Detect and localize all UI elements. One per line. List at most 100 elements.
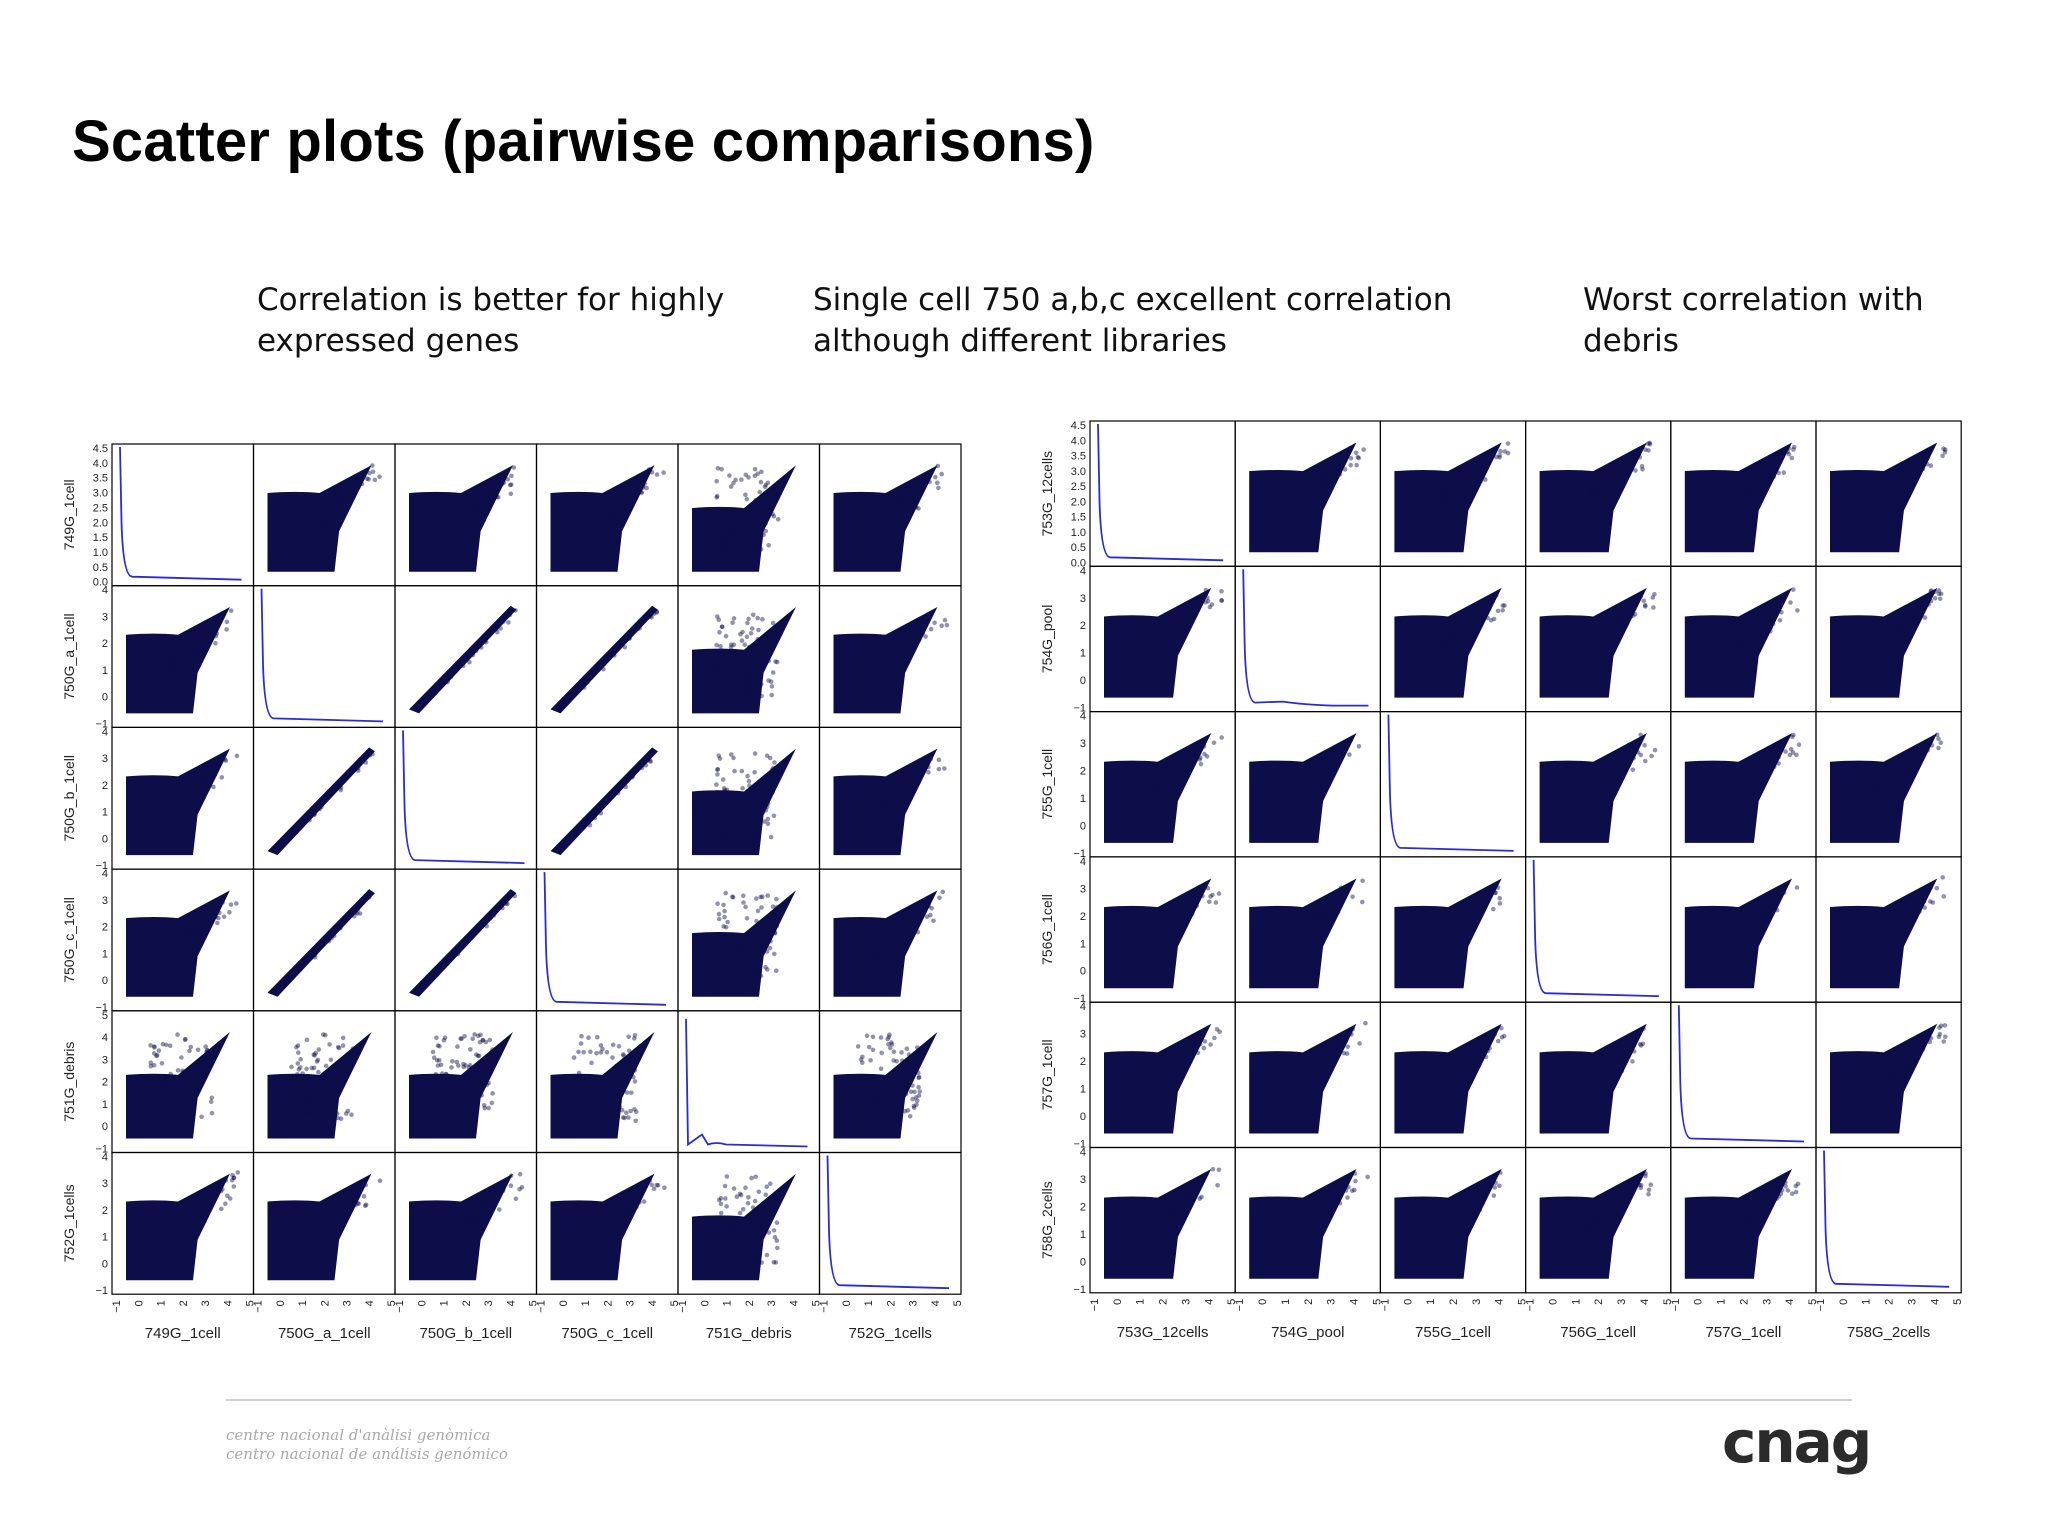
- data-point: [1293, 782, 1298, 788]
- data-point: [1631, 755, 1636, 761]
- x-tick-label: 4: [788, 1300, 800, 1306]
- data-point: [1192, 901, 1197, 907]
- data-point: [335, 1044, 341, 1050]
- data-point: [435, 1091, 440, 1096]
- data-point: [1179, 1054, 1184, 1059]
- data-point: [439, 1099, 444, 1104]
- data-point: [461, 663, 466, 669]
- data-point: [1195, 601, 1200, 606]
- data-point: [328, 1057, 334, 1063]
- data-point: [497, 1207, 502, 1212]
- data-point: [161, 1076, 166, 1082]
- data-point: [484, 1200, 489, 1206]
- data-point: [580, 1109, 585, 1114]
- data-point: [463, 1063, 468, 1068]
- data-point: [184, 1103, 189, 1109]
- data-point: [167, 1043, 173, 1048]
- cell-frame: [394, 726, 538, 870]
- data-point: [764, 753, 770, 759]
- point-cloud-core: [1104, 587, 1212, 698]
- data-point: [1296, 796, 1301, 802]
- data-point: [464, 1080, 469, 1086]
- point-cloud-core: [833, 1032, 938, 1139]
- data-point: [731, 642, 737, 648]
- data-point: [418, 986, 423, 992]
- data-point: [1721, 797, 1726, 803]
- data-point: [1599, 498, 1605, 504]
- data-point: [1586, 794, 1591, 800]
- data-point: [1605, 631, 1611, 637]
- kde-curve: [1097, 423, 1224, 562]
- data-point: [1143, 1228, 1149, 1233]
- data-point: [1903, 1070, 1909, 1076]
- data-point: [517, 1171, 523, 1177]
- data-point: [739, 477, 744, 482]
- data-point: [722, 1183, 728, 1189]
- data-point: [575, 688, 581, 693]
- data-point: [1150, 785, 1156, 791]
- data-point: [466, 1217, 472, 1222]
- data-point: [1491, 616, 1497, 622]
- data-point: [1888, 789, 1894, 794]
- data-point: [916, 506, 921, 511]
- data-point: [1151, 785, 1157, 791]
- data-point: [874, 1095, 880, 1101]
- data-point: [1768, 747, 1773, 752]
- data-point: [500, 481, 505, 487]
- data-point: [193, 1077, 199, 1082]
- x-tick-label: 3: [1326, 1299, 1338, 1305]
- matrix-cell: [252, 868, 396, 1012]
- data-point: [1457, 1071, 1463, 1076]
- y-tick-label: 2: [102, 1205, 108, 1217]
- data-point: [1793, 1189, 1799, 1195]
- y-tick-label: 3: [102, 753, 108, 765]
- data-point: [768, 679, 774, 684]
- data-point: [1161, 1081, 1167, 1086]
- point-cloud-core: [267, 747, 375, 856]
- kde-curve: [119, 446, 242, 581]
- data-point: [1452, 487, 1458, 493]
- x-tick-label: 3: [483, 1300, 495, 1306]
- data-point: [483, 1039, 489, 1045]
- data-point: [577, 680, 582, 686]
- data-point: [1602, 771, 1608, 777]
- data-point: [936, 766, 942, 772]
- data-point: [1186, 619, 1191, 624]
- data-point: [1609, 1214, 1614, 1219]
- data-point: [902, 1109, 908, 1114]
- data-point: [169, 942, 175, 948]
- data-point: [1588, 488, 1593, 494]
- data-point: [1445, 1086, 1450, 1092]
- point-cloud-core: [409, 1173, 513, 1281]
- matrix-cell: [677, 726, 821, 870]
- data-point: [741, 832, 747, 838]
- y-tick-label: 4: [102, 585, 108, 597]
- point-cloud-core: [1394, 1169, 1502, 1279]
- data-point: [750, 1224, 755, 1229]
- data-point: [507, 612, 513, 618]
- matrix-cell: [818, 868, 962, 1012]
- data-point: [1768, 896, 1774, 901]
- data-point: [1495, 885, 1501, 890]
- data-point: [445, 679, 450, 685]
- data-point: [433, 690, 438, 696]
- data-point: [637, 626, 642, 631]
- y-tick-label: 1: [102, 665, 108, 677]
- point-cloud-core: [1830, 587, 1938, 698]
- data-point: [588, 1049, 593, 1054]
- data-point: [748, 544, 753, 550]
- data-point: [869, 1075, 875, 1081]
- data-point: [343, 1067, 348, 1073]
- data-point: [911, 919, 916, 924]
- y-tick-label: −1: [1073, 703, 1086, 715]
- data-point: [306, 1096, 311, 1101]
- data-point: [180, 1068, 185, 1074]
- x-variable-label: 751G_debris: [706, 1325, 792, 1342]
- data-point: [1884, 501, 1890, 506]
- data-point: [1738, 642, 1744, 648]
- x-tick-label: −1: [394, 1300, 406, 1313]
- x-tick-label: 2: [319, 1300, 331, 1306]
- data-point: [485, 632, 491, 638]
- data-point: [723, 833, 729, 838]
- data-point: [312, 952, 317, 957]
